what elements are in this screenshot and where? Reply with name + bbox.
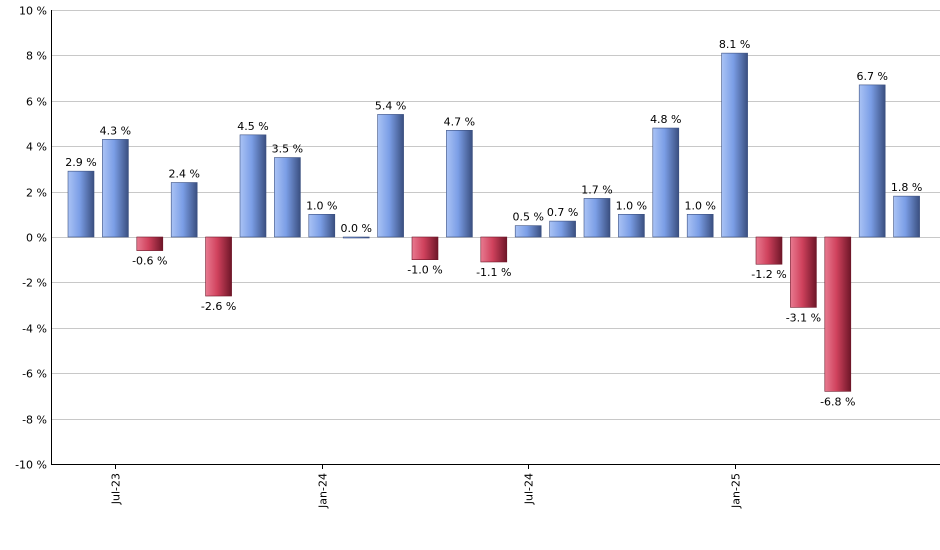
x-tick-label: Jul-24 [523, 473, 536, 505]
bar-value-label: 1.8 % [891, 181, 922, 194]
bar-value-label: -6.8 % [820, 395, 855, 408]
bar [446, 130, 473, 238]
x-tick-label: Jul-23 [110, 473, 123, 505]
bar [618, 214, 645, 238]
bar-value-label: 5.4 % [375, 99, 406, 112]
bar [205, 236, 232, 297]
bar-value-label: -1.1 % [476, 266, 511, 279]
bar [721, 52, 748, 238]
y-tick-label: 4 % [26, 141, 47, 154]
bar-value-label: 4.7 % [444, 115, 475, 128]
bar [308, 214, 336, 238]
bar-value-label: 1.0 % [684, 199, 715, 212]
bar-value-label: 1.7 % [581, 183, 612, 196]
bar [514, 225, 542, 238]
bar-value-label: -1.0 % [407, 264, 442, 277]
y-tick-label: 10 % [19, 5, 47, 18]
bar-value-label: 8.1 % [719, 38, 750, 51]
axes [51, 10, 940, 469]
bar [583, 198, 611, 238]
bar [239, 134, 267, 238]
bar [274, 157, 301, 238]
bar [102, 139, 129, 238]
bar [858, 84, 886, 238]
bar [136, 236, 164, 251]
y-tick-label: -10 % [15, 459, 47, 472]
bar-value-label: 2.4 % [168, 168, 199, 181]
bar [686, 214, 714, 238]
bar-value-label: -2.6 % [201, 300, 236, 313]
bar-value-label: 4.5 % [237, 120, 268, 133]
bar-value-labels: 2.9 % 4.3 % -0.6 % 2.4 % -2.6 % 4.5 % 3.5 % 1.0… [65, 38, 922, 408]
y-axis-tick-labels: 10 % 8 % 6 % 4 % 2 % 0 % -2 % -4 % -6 % -8 % -10 % [15, 5, 47, 472]
x-tick-label: Jan-24 [317, 473, 330, 509]
y-tick-label: -6 % [22, 368, 47, 381]
y-tick-label: 6 % [26, 96, 47, 109]
bar [755, 236, 783, 265]
bar-value-label: 2.9 % [65, 156, 96, 169]
bar-value-label: 0.5 % [512, 211, 543, 224]
y-tick-label: -2 % [22, 277, 47, 290]
bar-value-label: -0.6 % [132, 255, 167, 268]
y-tick-label: 2 % [26, 187, 47, 200]
bar [790, 236, 817, 308]
bars [67, 52, 920, 392]
bar [411, 236, 439, 261]
y-tick-label: 0 % [26, 232, 47, 245]
x-tick-label: Jan-25 [730, 473, 743, 509]
bar [342, 236, 370, 239]
x-axis-tick-labels: Jul-23 Jan-24 Jul-24 Jan-25 [110, 473, 743, 509]
bar-value-label: 4.8 % [650, 113, 681, 126]
bar-value-label: 1.0 % [616, 199, 647, 212]
bar [170, 182, 198, 238]
bar [480, 236, 508, 263]
y-tick-label: -4 % [22, 323, 47, 336]
bar [824, 236, 852, 392]
bar [652, 127, 680, 238]
y-tick-label: -8 % [22, 414, 47, 427]
bar [549, 220, 576, 238]
y-tick-label: 8 % [26, 50, 47, 63]
bar [893, 195, 920, 238]
bar-value-label: 1.0 % [306, 199, 337, 212]
bar-value-label: 0.0 % [340, 222, 371, 235]
bar-value-label: 0.7 % [547, 206, 578, 219]
bar [67, 170, 95, 238]
bar [377, 114, 404, 238]
bar-value-label: 3.5 % [272, 143, 303, 156]
bar-value-label: -1.2 % [751, 268, 786, 281]
bar-value-label: -3.1 % [786, 311, 821, 324]
bar-value-label: 6.7 % [856, 70, 887, 83]
bar-value-label: 4.3 % [100, 124, 131, 137]
